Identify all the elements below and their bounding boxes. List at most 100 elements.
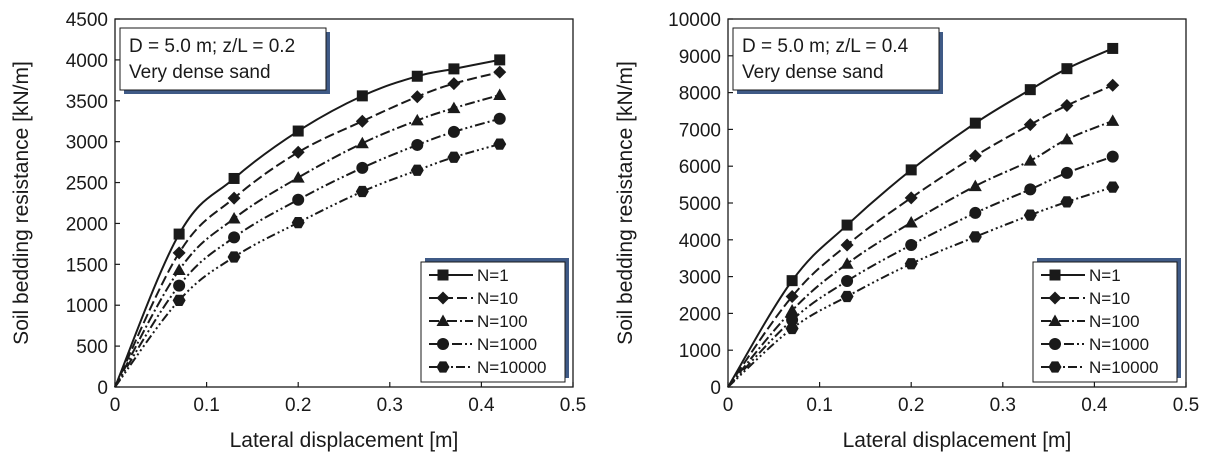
x-axis-title: Lateral displacement [m] (230, 429, 459, 452)
series-N=10000 (114, 138, 507, 388)
x-tick-label: 0 (723, 395, 734, 416)
x-tick-label: 0.4 (468, 395, 495, 416)
data-point (291, 171, 305, 183)
series-line (727, 84, 1114, 388)
data-point (968, 231, 982, 243)
y-tick-label: 4500 (66, 10, 108, 31)
x-axis-title: Lateral displacement [m] (843, 429, 1072, 452)
data-point (447, 125, 460, 138)
data-point (410, 164, 424, 176)
y-tick-label: 8000 (679, 84, 721, 105)
y-tick-label: 0 (97, 378, 108, 399)
legend-label: N=10000 (477, 358, 546, 377)
annotation-box (119, 27, 327, 91)
data-point (841, 219, 853, 231)
data-point (905, 238, 918, 251)
legend-marker (437, 269, 449, 281)
data-point (968, 149, 982, 163)
data-point (968, 179, 982, 192)
y-tick-label: 2000 (679, 304, 721, 325)
data-point (1107, 42, 1119, 54)
data-point (172, 263, 186, 276)
data-point (840, 290, 854, 303)
data-point (493, 65, 507, 79)
y-tick-label: 7000 (679, 120, 721, 141)
y-tick-label: 3500 (66, 92, 108, 113)
chart-2: 0 1000 2000 3000 4000 5000 6000 7000 8000 9000 100… (614, 10, 1199, 452)
y-tick-label: 1000 (679, 341, 721, 362)
data-point (1060, 98, 1074, 112)
annotation-text: Very dense sand (129, 62, 271, 83)
data-point (228, 172, 240, 184)
plot-frame (114, 18, 574, 388)
y-axis-title: Soil bedding resistance [kN/m] (614, 61, 637, 345)
legend-marker (437, 338, 449, 350)
data-point (356, 90, 368, 102)
data-point (448, 63, 460, 75)
data-point (1106, 150, 1119, 163)
y-tick-label: 3000 (679, 268, 721, 289)
y-tick-label: 500 (76, 337, 108, 358)
data-point (840, 238, 854, 252)
data-point (785, 322, 799, 335)
data-point (447, 77, 461, 91)
legend-label: N=10 (1089, 289, 1130, 308)
y-tick-label: 9000 (679, 47, 721, 68)
data-point (494, 54, 506, 66)
data-point (447, 101, 461, 114)
data-point (1060, 196, 1074, 208)
data-point (785, 289, 799, 303)
series-N=10 (727, 78, 1120, 388)
data-point (1024, 183, 1037, 196)
data-point (411, 138, 424, 151)
y-tick-label: 3000 (66, 133, 108, 154)
legend-label: N=1000 (477, 335, 537, 354)
data-point (356, 161, 369, 174)
data-point (905, 164, 917, 176)
y-tick-label: 1500 (66, 255, 108, 276)
x-tick-label: 0.1 (193, 395, 219, 416)
data-point (1060, 132, 1074, 145)
data-point (1023, 118, 1037, 132)
data-point (172, 246, 186, 260)
data-point (969, 206, 982, 219)
y-tick-label: 0 (710, 378, 721, 399)
x-tick-label: 0.2 (898, 395, 924, 416)
data-point (1023, 154, 1037, 166)
data-point (840, 257, 854, 269)
y-axis-title: Soil bedding resistance [kN/m] (10, 61, 33, 345)
data-point (291, 217, 305, 229)
series-N=1 (727, 42, 1119, 388)
data-point (410, 90, 424, 104)
data-point (904, 216, 918, 228)
data-point (447, 151, 461, 163)
data-point (173, 279, 186, 292)
data-point (1024, 84, 1036, 96)
data-point (904, 258, 918, 270)
data-point (1061, 63, 1073, 75)
data-point (493, 112, 506, 125)
data-point (355, 114, 369, 128)
data-point (785, 303, 799, 316)
annotation-text: D = 5.0 m; z/L = 0.2 (129, 36, 295, 57)
legend-label: N=100 (477, 312, 528, 331)
y-tick-label: 2000 (66, 214, 108, 235)
annotation-box (732, 27, 940, 91)
y-tick-label: 1000 (66, 296, 108, 317)
data-point (1106, 78, 1120, 92)
data-point (355, 185, 369, 198)
legend-marker (1048, 361, 1062, 373)
x-tick-label: 0 (110, 395, 121, 416)
data-point (291, 145, 305, 159)
data-point (172, 294, 186, 306)
data-point (292, 193, 305, 206)
chart-1: 0 500 1000 1500 2000 2500 3000 3500 4000 4500 0 0.1… (10, 10, 586, 452)
data-point (228, 231, 241, 244)
x-tick-label: 0.5 (1173, 395, 1199, 416)
series-N=1000 (727, 150, 1119, 388)
legend-marker (436, 291, 450, 305)
series-N=1000 (114, 112, 506, 388)
data-point (1106, 181, 1120, 193)
y-tick-label: 4000 (66, 51, 108, 72)
